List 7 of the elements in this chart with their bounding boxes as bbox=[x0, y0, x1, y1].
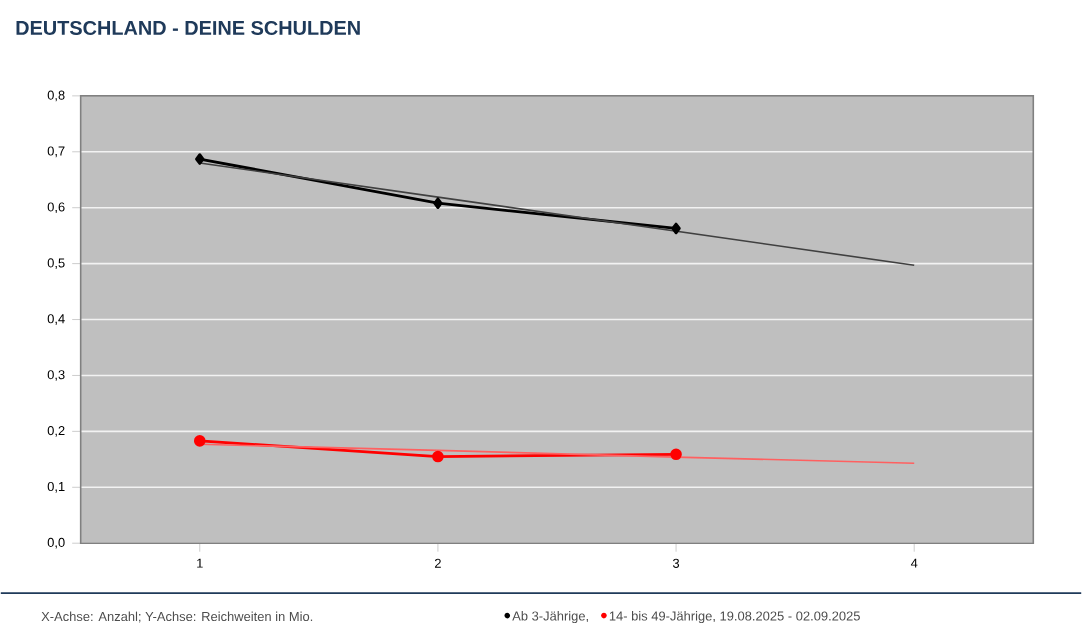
point bbox=[670, 448, 682, 461]
point bbox=[195, 153, 205, 166]
chart-title: DEUTSCHLAND - DEINE SCHULDEN bbox=[16, 21, 360, 36]
point bbox=[432, 451, 444, 463]
point bbox=[671, 223, 681, 235]
point bbox=[193, 435, 206, 448]
point bbox=[433, 197, 443, 210]
